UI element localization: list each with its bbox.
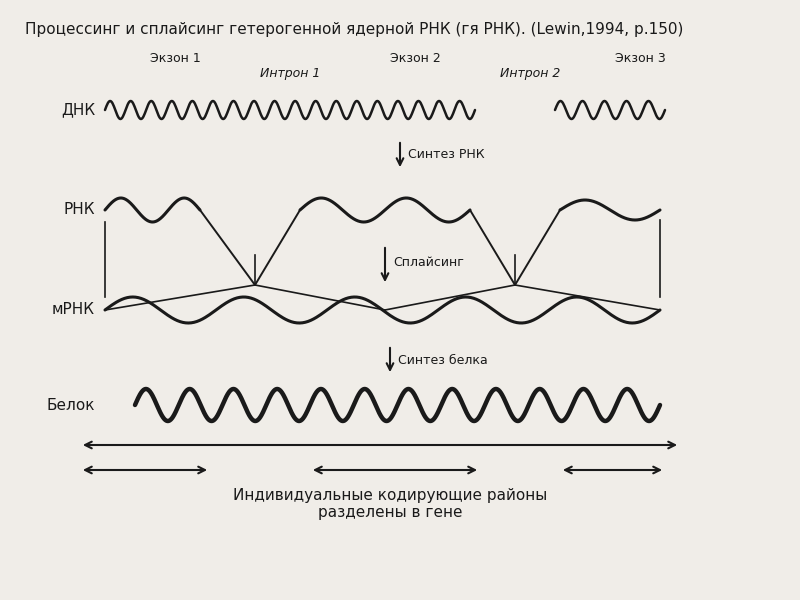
Text: Интрон 1: Интрон 1 <box>260 67 320 80</box>
Text: Процессинг и сплайсинг гетерогенной ядерной РНК (гя РНК). (Lewin,1994, р.150): Процессинг и сплайсинг гетерогенной ядер… <box>25 22 683 37</box>
Text: Экзон 1: Экзон 1 <box>150 52 200 65</box>
Text: Белок: Белок <box>46 397 95 413</box>
Text: Экзон 3: Экзон 3 <box>614 52 666 65</box>
Text: РНК: РНК <box>63 202 95 217</box>
Text: Синтез РНК: Синтез РНК <box>408 148 485 161</box>
Text: ДНК: ДНК <box>61 103 95 118</box>
Text: Интрон 2: Интрон 2 <box>500 67 560 80</box>
Text: Сплайсинг: Сплайсинг <box>393 256 464 269</box>
Text: Экзон 2: Экзон 2 <box>390 52 440 65</box>
Text: Индивидуальные кодирующие районы
разделены в гене: Индивидуальные кодирующие районы разделе… <box>233 488 547 520</box>
Text: Синтез белка: Синтез белка <box>398 353 488 367</box>
Text: мРНК: мРНК <box>52 302 95 317</box>
